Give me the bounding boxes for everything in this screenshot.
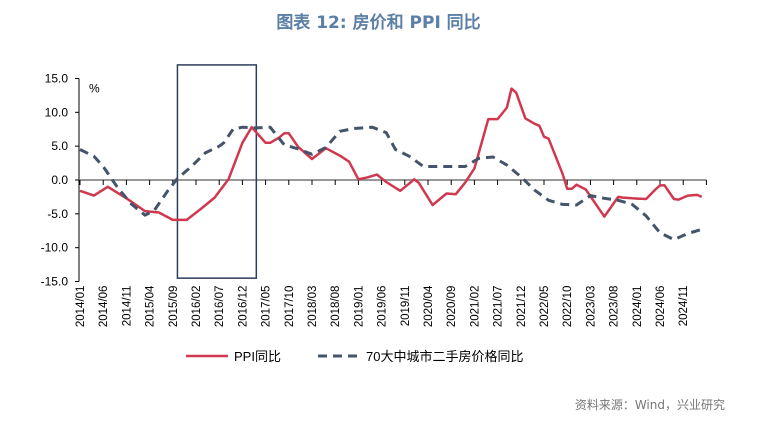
x-tick-label: 2016/02 — [191, 286, 203, 328]
x-tick-label: 2020/04 — [423, 285, 435, 327]
chart-title: 图表 12: 房价和 PPI 同比 — [276, 13, 481, 33]
y-tick-label: 15.0 — [45, 71, 69, 85]
x-tick-label: 2014/06 — [98, 286, 110, 328]
x-tick-label: 2014/11 — [121, 286, 133, 327]
x-tick-label: 2015/04 — [145, 285, 157, 327]
series-line-ppi — [79, 87, 703, 222]
source-note: 资料来源：Wind，兴业研究 — [574, 398, 725, 412]
y-tick-label: -10.0 — [41, 241, 69, 255]
y-tick-label: 10.0 — [45, 105, 69, 119]
x-tick-label: 2021/07 — [493, 286, 505, 328]
legend-label: PPI同比 — [234, 349, 281, 364]
x-tick-label: 2024/06 — [655, 286, 667, 328]
x-tick-label: 2022/05 — [539, 286, 551, 328]
x-tick-label: 2019/11 — [400, 286, 412, 327]
x-tick-label: 2015/09 — [168, 286, 180, 328]
y-unit-label: % — [89, 81, 100, 95]
x-tick-label: 2024/11 — [678, 286, 690, 327]
x-tick-label: 2022/10 — [562, 286, 574, 328]
y-tick-label: 0.0 — [51, 173, 68, 187]
x-tick-label: 2021/02 — [469, 286, 481, 328]
x-tick-label: 2019/06 — [377, 286, 389, 328]
x-tick-label: 2014/01 — [75, 286, 87, 328]
x-tick-label: 2021/12 — [516, 286, 528, 328]
x-tick-label: 2019/01 — [353, 286, 365, 328]
x-tick-label: 2017/05 — [261, 286, 273, 328]
x-tick-label: 2016/07 — [214, 286, 226, 328]
x-tick-label: 2023/03 — [585, 286, 597, 328]
y-tick-label: -5.0 — [47, 207, 68, 221]
x-tick-label: 2024/01 — [632, 286, 644, 328]
x-tick-label: 2017/10 — [284, 286, 296, 328]
highlight-box — [176, 64, 258, 279]
legend-label: 70大中城市二手房价格同比 — [366, 349, 523, 364]
y-tick-label: -15.0 — [41, 275, 69, 289]
x-tick-label: 2023/08 — [609, 286, 621, 328]
x-tick-label: 2020/09 — [446, 286, 458, 328]
series-line-housing — [79, 125, 703, 242]
x-tick-label: 2018/08 — [330, 286, 342, 328]
x-tick-label: 2016/12 — [237, 286, 249, 328]
y-tick-label: 5.0 — [51, 139, 68, 153]
x-tick-label: 2018/03 — [307, 286, 319, 328]
